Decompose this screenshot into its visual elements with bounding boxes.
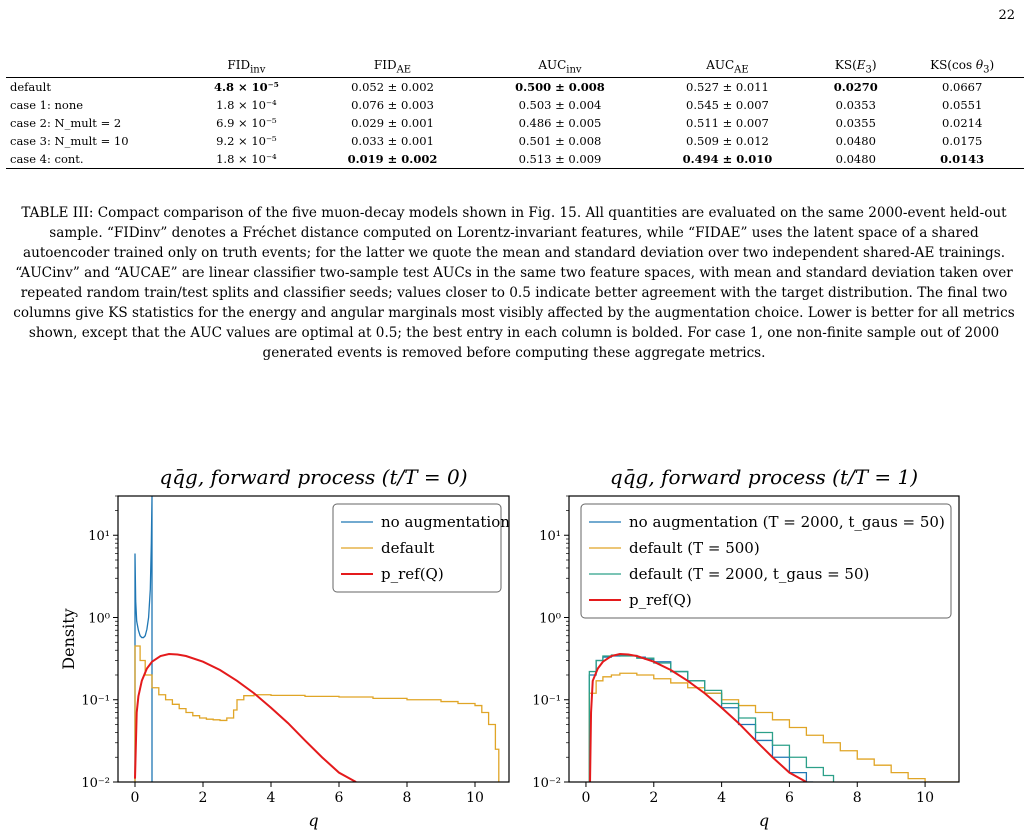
table-header-empty [6, 56, 184, 79]
x-tick-label: 10 [916, 790, 934, 806]
table-row-label: case 3: N_mult = 10 [10, 134, 129, 149]
table-cell: 0.019 ± 0.002 [308, 150, 477, 170]
table-header-ks-cos: KS(cos θ3) [900, 56, 1024, 79]
legend-label: default (T = 500) [629, 539, 760, 557]
x-tick-label: 10 [466, 790, 484, 806]
table-cell: 0.0667 [942, 80, 983, 95]
chart-left: qq̄g, forward process (t/T = 0) 0 2 4 6 8 10 10… [59, 460, 515, 840]
y-tick-label: 10⁻¹ [81, 694, 110, 709]
x-tick-label: 0 [131, 790, 140, 806]
table-cell: 0.0480 [835, 134, 876, 149]
y-tick-label: 10⁻² [532, 776, 561, 791]
legend-box [580, 503, 952, 619]
chart-left-svg: qq̄g, forward process (t/T = 0) 0 2 4 6 8 10 10… [59, 465, 510, 830]
table-cell: 0.033 ± 0.001 [351, 134, 434, 149]
table-row-label: case 2: N_mult = 2 [10, 116, 122, 131]
series-line [134, 652, 357, 782]
table-cell: 0.0551 [942, 98, 983, 113]
table-cell: 0.527 ± 0.011 [686, 80, 769, 95]
table-row-label: case 4: cont. [6, 150, 184, 170]
table-row: case 3: N_mult = 10 9.2 × 10⁻⁵ 0.033 ± 0.0… [6, 132, 1024, 150]
x-tick-label: 4 [267, 790, 276, 806]
table-header-ks-e3: KS(E3) [811, 56, 901, 79]
table-cell: 0.029 ± 0.001 [351, 116, 434, 131]
series-line [589, 652, 807, 782]
x-tick-label: 4 [717, 790, 726, 806]
legend-box [332, 503, 502, 593]
table-cell: 0.513 ± 0.009 [476, 150, 644, 170]
table-cell: 0.0480 [811, 150, 901, 170]
table-cell: 0.0355 [835, 116, 876, 131]
table-row: case 4: cont. 1.8 × 10⁻⁴ 0.019 ± 0.002 0.51… [6, 150, 1024, 170]
x-tick-label: 8 [403, 790, 412, 806]
table-header-auc-inv: AUCinv [476, 56, 644, 79]
series-line [134, 645, 500, 782]
y-tick-label: 10⁰ [539, 611, 561, 626]
table-cell: 0.511 ± 0.007 [686, 116, 769, 131]
chart-title: qq̄g, forward process (t/T = 1) [610, 465, 918, 489]
page-number: 22 [998, 8, 1015, 23]
table-cell: 0.501 ± 0.008 [518, 134, 602, 149]
table-header-fid-inv: FIDinv [184, 56, 309, 79]
table-cell: 0.0175 [942, 134, 983, 149]
series-line [588, 672, 959, 782]
table-row: case 2: N_mult = 2 6.9 × 10⁻⁵ 0.029 ± 0.00… [6, 114, 1024, 132]
table-cell: 1.8 × 10⁻⁴ [184, 150, 309, 170]
legend-label: p_ref(Q) [381, 565, 444, 583]
table-header-auc-ae: AUCAE [643, 56, 812, 79]
y-tick-label: 10¹ [539, 529, 561, 544]
series-line [134, 496, 153, 782]
x-axis-label: q [759, 811, 769, 830]
plot-frame [117, 495, 510, 783]
chart-right: qq̄g, forward process (t/T = 1) 0 2 4 6 8 10 10… [525, 460, 965, 840]
x-tick-label: 2 [649, 790, 658, 806]
table-cell: 0.0143 [900, 150, 1024, 170]
table-cell: 1.8 × 10⁻⁴ [216, 98, 277, 113]
legend-label: p_ref(Q) [629, 591, 692, 609]
x-tick-label: 0 [581, 790, 590, 806]
x-tick-label: 2 [199, 790, 208, 806]
table-cell: 4.8 × 10⁻⁵ [214, 80, 279, 95]
table-row: default 4.8 × 10⁻⁵ 0.052 ± 0.002 0.500 ± 0.… [6, 78, 1024, 97]
table-caption: TABLE III: Compact comparison of the fiv… [13, 205, 1015, 361]
table-cell: 0.076 ± 0.003 [351, 98, 434, 113]
x-tick-label: 8 [853, 790, 862, 806]
table-cell: 0.509 ± 0.012 [686, 134, 769, 149]
legend-label: no augmentation [381, 513, 510, 531]
table-row-label: default [10, 80, 51, 95]
plot-frame [568, 495, 960, 783]
y-tick-label: 10⁰ [88, 611, 110, 626]
x-tick-label: 6 [785, 790, 794, 806]
legend-label: default [381, 539, 434, 557]
x-tick-label: 6 [335, 790, 344, 806]
legend-label: no augmentation (T = 2000, t_gaus = 50) [629, 513, 945, 531]
y-tick-label: 10⁻² [81, 776, 110, 791]
table-cell: 0.0353 [835, 98, 876, 113]
table-cell: 0.486 ± 0.005 [518, 116, 602, 131]
table-cell: 0.494 ± 0.010 [643, 150, 812, 170]
x-axis-label: q [308, 811, 318, 830]
table-header-fid-ae: FIDAE [308, 56, 477, 79]
table-row: case 1: none 1.8 × 10⁻⁴ 0.076 ± 0.003 0.503… [6, 96, 1024, 114]
y-axis-label: Density [60, 608, 78, 669]
y-tick-label: 10⁻¹ [532, 694, 561, 709]
table-row-label: case 1: none [10, 98, 84, 113]
results-table: FIDinv FIDAE AUCinv AUCAE KS(E3) KS(cos … [6, 56, 1024, 170]
y-tick-label: 10¹ [88, 529, 110, 544]
table-cell: 0.500 ± 0.008 [515, 80, 605, 95]
table-cell: 0.052 ± 0.002 [351, 80, 434, 95]
table-cell: 6.9 × 10⁻⁵ [216, 116, 277, 131]
chart-right-svg: qq̄g, forward process (t/T = 1) 0 2 4 6 8 10 10… [532, 465, 960, 830]
table-cell: 0.0270 [833, 80, 878, 95]
table-cell: 9.2 × 10⁻⁵ [216, 134, 277, 149]
chart-title: qq̄g, forward process (t/T = 0) [159, 465, 467, 489]
table-cell: 0.503 ± 0.004 [518, 98, 602, 113]
table-cell: 0.545 ± 0.007 [686, 98, 769, 113]
table-cell: 0.0214 [942, 116, 983, 131]
legend-label: default (T = 2000, t_gaus = 50) [629, 565, 869, 583]
series-line [588, 654, 835, 782]
table-header-row: FIDinv FIDAE AUCinv AUCAE KS(E3) KS(cos … [6, 56, 1024, 79]
